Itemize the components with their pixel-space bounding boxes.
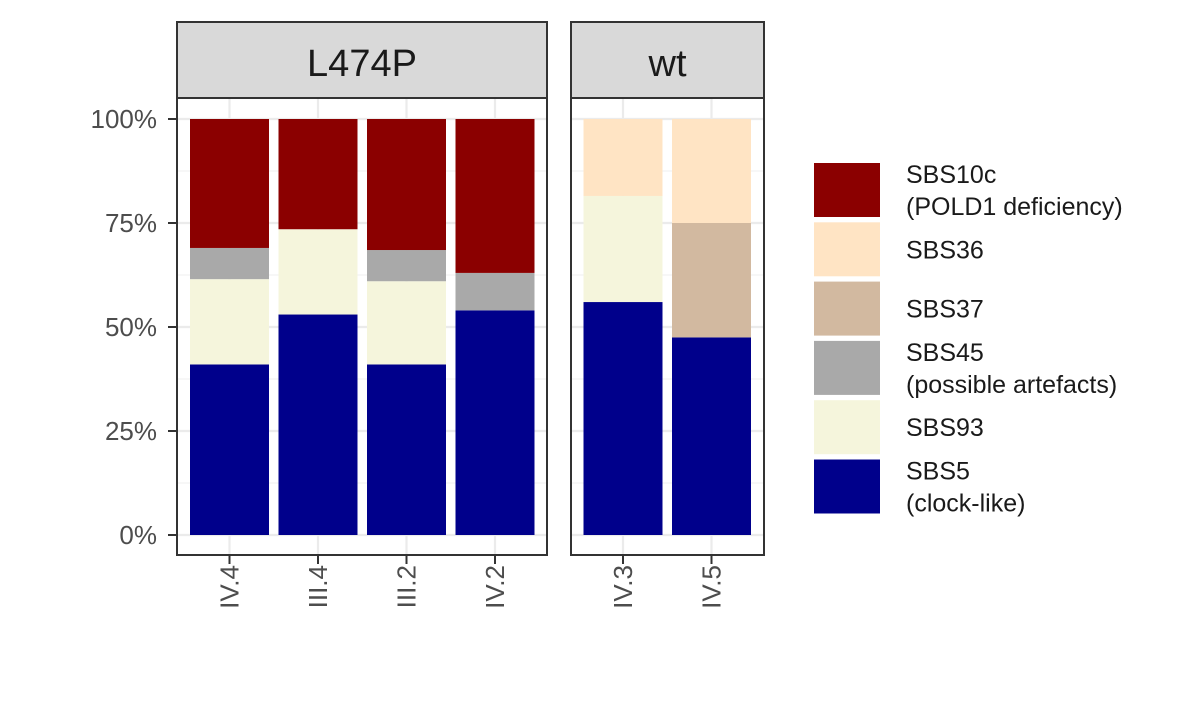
y-tick-label: 50% [105, 312, 157, 342]
bar-segment-iv-3-sbs36 [583, 119, 663, 196]
bar-segment-iii-2-sbs5 [367, 364, 446, 535]
y-tick-label: 100% [91, 104, 158, 134]
legend-key-sbs5 [814, 459, 880, 514]
bar-segment-iv-2-sbs5 [455, 310, 535, 535]
bar-segment-iv-2-sbs45 [455, 272, 535, 311]
legend-label: SBS45 [906, 339, 984, 367]
legend: SBS10c (POLD1 deficiency) SBS36 SBS37 SBS45 (… [814, 161, 1123, 518]
y-tick-label: 75% [105, 208, 157, 238]
bar-segment-iv-3-sbs5 [583, 302, 663, 535]
bar-segment-iv-5-sbs5 [672, 337, 751, 535]
x-tick-label: IV.4 [215, 565, 245, 609]
legend-key-sbs37 [814, 281, 880, 336]
bar-segment-iv-4-sbs93 [190, 279, 269, 365]
facet-label: L474P [307, 43, 417, 85]
x-tick-label: IV.3 [608, 565, 638, 609]
legend-sublabel: (POLD1 deficiency) [906, 193, 1123, 221]
x-tick-label: IV.5 [697, 565, 727, 609]
bar-segment-iv-2-sbs10c [455, 119, 535, 273]
bar-segment-iii-4-sbs5 [278, 314, 358, 535]
bar-segment-iii-2-sbs10c [367, 119, 446, 251]
bar-segment-iii-2-sbs45 [367, 250, 446, 282]
panel-wt: wt IV.3 IV.5 [570, 21, 765, 609]
bar-segment-iii-4-sbs10c [278, 119, 358, 230]
bar-segment-iv-5-sbs37 [672, 223, 751, 338]
bar-segment-iv-4-sbs45 [190, 247, 269, 280]
legend-key-sbs93 [814, 400, 880, 455]
facet-strip [570, 21, 765, 99]
facet-label: wt [648, 43, 687, 85]
panel-border [570, 97, 765, 556]
facet-strip [176, 21, 548, 99]
y-tick-label: 0% [119, 520, 157, 550]
bar-segment-iv-5-sbs36 [672, 119, 751, 223]
x-tick-label: IV.2 [480, 565, 510, 609]
legend-key-sbs36 [814, 222, 880, 277]
x-tick-label: III.4 [303, 565, 333, 608]
legend-key-sbs45 [814, 340, 880, 395]
legend-label: SBS10c [906, 161, 996, 189]
x-tick-label: III.2 [392, 565, 422, 608]
bar-segment-iv-3-sbs93 [583, 195, 663, 303]
panel-l474p: L474P IV.4 III.4 III.2 IV.2 [176, 21, 548, 609]
legend-sublabel: (clock-like) [906, 490, 1025, 518]
y-tick-label: 25% [105, 416, 157, 446]
legend-key-sbs10c [814, 163, 880, 217]
bar-segment-iii-2-sbs93 [367, 281, 446, 365]
legend-label: SBS37 [906, 296, 984, 324]
legend-label: SBS93 [906, 414, 984, 442]
bar-segment-iii-4-sbs93 [278, 229, 358, 315]
bar-segment-iv-4-sbs10c [190, 119, 269, 248]
legend-sublabel: (possible artefacts) [906, 371, 1117, 399]
legend-label: SBS36 [906, 236, 984, 264]
legend-label: SBS5 [906, 458, 970, 486]
bar-segment-iv-4-sbs5 [190, 364, 269, 535]
